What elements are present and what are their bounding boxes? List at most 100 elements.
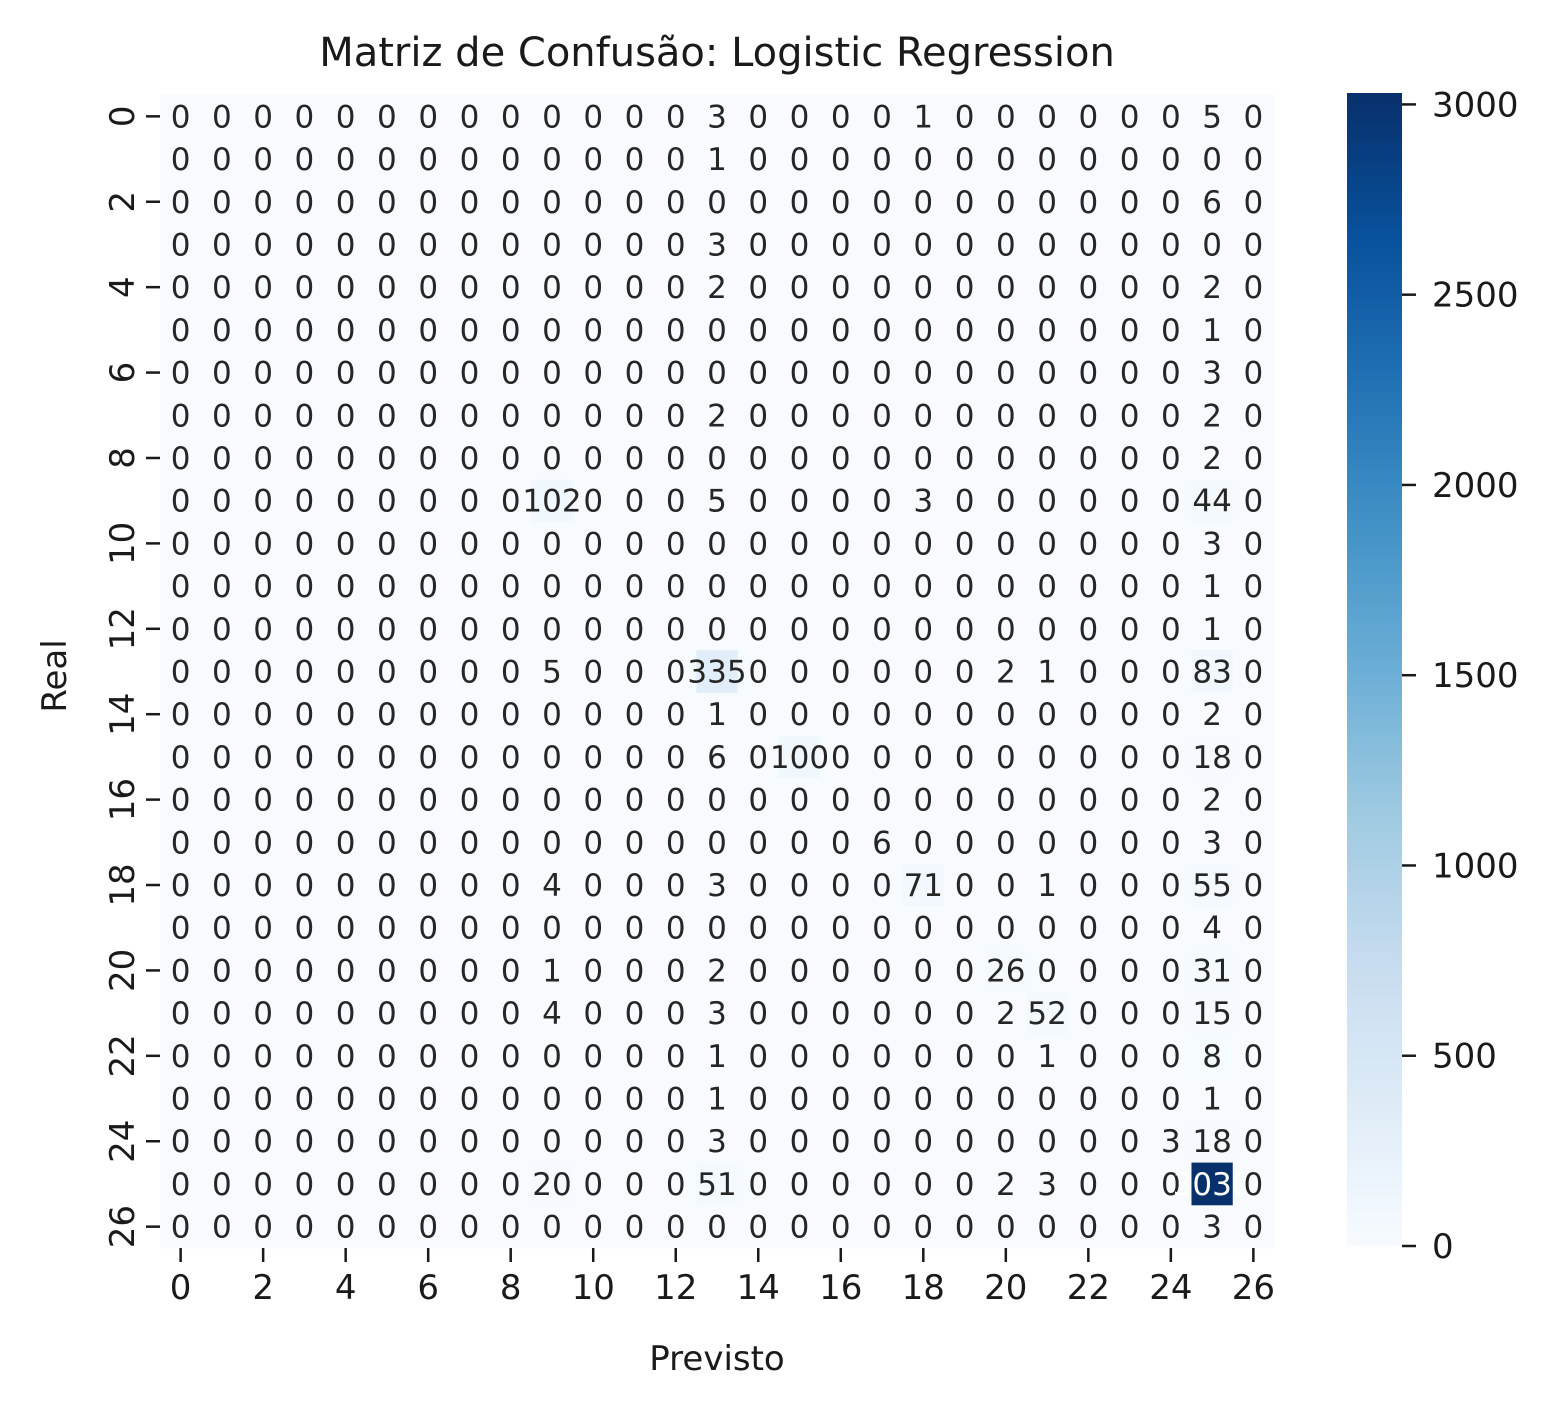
heatmap-cell: [407, 137, 450, 182]
cell-value-label: 1: [707, 697, 727, 733]
heatmap-cell: [490, 991, 532, 1036]
heatmap-cell: [985, 479, 1028, 523]
cell-value-label: 0: [790, 697, 810, 733]
heatmap-cell: [820, 778, 863, 822]
cell-value-label: 0: [336, 1039, 356, 1075]
cell-value-label: 0: [872, 569, 892, 605]
cell-value-label: 0: [1120, 783, 1140, 819]
cell-value-label: 0: [583, 398, 603, 434]
heatmap-cell: [160, 265, 202, 310]
cell-value-label: 0: [955, 313, 975, 349]
cell-value-label: 0: [336, 740, 356, 776]
heatmap-cell: [737, 778, 780, 822]
cell-value-label: 0: [666, 526, 686, 562]
heatmap-cell: [778, 95, 821, 139]
cell-value-label: 0: [955, 227, 975, 263]
heatmap-cell: [325, 906, 367, 950]
heatmap-cell: [1150, 522, 1193, 566]
cell-value-label: 0: [955, 825, 975, 861]
cell-value-label: 0: [460, 270, 480, 306]
cell-value-label: 0: [542, 441, 562, 477]
heatmap-cell: [366, 607, 409, 651]
heatmap-cell: [490, 393, 532, 438]
cell-value-label: 0: [1161, 655, 1181, 691]
cell-value-label: 0: [377, 99, 397, 135]
heatmap-cell: [201, 351, 244, 395]
heatmap-cell: [242, 95, 285, 139]
heatmap-cell: [655, 1034, 697, 1078]
cell-value-label: 0: [583, 612, 603, 648]
heatmap-cell: [778, 1034, 821, 1078]
heatmap-cell: [407, 308, 450, 352]
heatmap-cell: [1191, 1034, 1234, 1078]
heatmap-cell: [737, 949, 780, 993]
cell-value-label: 0: [253, 783, 273, 819]
cell-value-label: 0: [460, 185, 480, 221]
heatmap-cell: [1108, 607, 1151, 651]
heatmap-cell: [943, 95, 986, 139]
cell-value-label: 0: [501, 953, 521, 989]
cell-value-label: 0: [996, 398, 1016, 434]
heatmap-cell: [985, 393, 1028, 438]
cell-value-label: 0: [583, 868, 603, 904]
heatmap-cell: [407, 820, 450, 865]
cell-value-label: 0: [872, 270, 892, 306]
heatmap-cell: [1150, 1034, 1193, 1078]
heatmap-cell: [1232, 906, 1275, 950]
heatmap-cell: [943, 180, 986, 224]
heatmap-cell: [366, 223, 409, 267]
heatmap-cell: [820, 95, 863, 139]
cell-value-label: 0: [872, 99, 892, 135]
heatmap-cell: [325, 820, 367, 865]
heatmap-cell: [242, 1205, 285, 1249]
cell-value-label: 0: [872, 783, 892, 819]
heatmap-cell: [201, 949, 244, 993]
heatmap-cell: [366, 351, 409, 395]
cell-value-label: 0: [542, 825, 562, 861]
cell-value-label: 0: [748, 1039, 768, 1075]
heatmap-cell: [861, 991, 904, 1036]
heatmap-cell: [1108, 137, 1151, 182]
heatmap-cell: [366, 265, 409, 310]
cell-value-label: 0: [295, 185, 315, 221]
cell-value-label: 0: [1078, 1210, 1098, 1246]
cell-value-label: 0: [171, 398, 191, 434]
heatmap-cell: [490, 1034, 532, 1078]
cell-value-label: 0: [336, 655, 356, 691]
cell-value-label: 0: [872, 911, 892, 947]
cell-value-label: 0: [666, 953, 686, 989]
cell-value-label: 0: [1161, 313, 1181, 349]
cell-value-label: 0: [171, 185, 191, 221]
cell-value-label: 0: [666, 996, 686, 1032]
colorbar-tick-label: 2500: [1432, 276, 1519, 316]
cell-value-label: 0: [666, 911, 686, 947]
cell-value-label: 0: [1244, 911, 1264, 947]
cell-value-label: 2: [707, 953, 727, 989]
heatmap-cell: [737, 820, 780, 865]
heatmap-cell: [655, 650, 697, 694]
heatmap-cell: [325, 180, 367, 224]
heatmap-cell: [737, 1119, 780, 1164]
heatmap-cell: [613, 949, 656, 993]
cell-value-label: 0: [1078, 868, 1098, 904]
heatmap-cell: [1067, 95, 1110, 139]
cell-value-label: 2: [707, 270, 727, 306]
heatmap-cell: [1108, 265, 1151, 310]
heatmap-cell: [1191, 223, 1234, 267]
cell-value-label: 0: [542, 227, 562, 263]
cell-value-label: 0: [377, 697, 397, 733]
heatmap-cell: [1108, 735, 1151, 779]
heatmap-cell: [613, 906, 656, 950]
cell-value-label: 0: [996, 569, 1016, 605]
heatmap-cell: [201, 393, 244, 438]
heatmap-cell: [1191, 137, 1234, 182]
cell-value-label: 0: [1161, 911, 1181, 947]
heatmap-cell: [655, 1205, 697, 1249]
heatmap-cell: [1108, 1077, 1151, 1121]
cell-value-label: 0: [1078, 227, 1098, 263]
heatmap-cell: [861, 1077, 904, 1121]
heatmap-cell: [985, 564, 1028, 609]
cell-value-label: 8: [1202, 1039, 1222, 1075]
heatmap-cell: [283, 692, 326, 737]
